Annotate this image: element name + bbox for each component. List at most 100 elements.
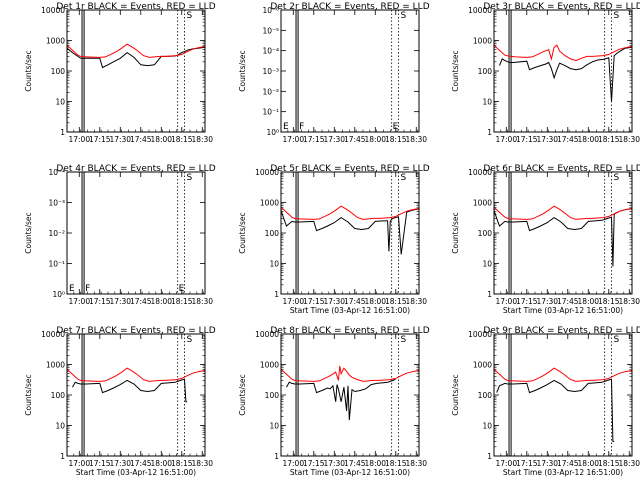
series-events-line [494,207,632,267]
x-tick-label: 17:00 [495,135,517,144]
start-marker-label: E [283,122,289,132]
x-tick-label: 17:45 [130,135,152,144]
y-tick-label: 10 [482,98,492,107]
x-tick-label: 17:30 [536,459,558,468]
panel-4: Det 4r BLACK = Events, RED = LLD Counts/s… [24,164,216,306]
series-lld-line [281,205,419,220]
series-events-line [496,378,615,442]
x-tick-label: 17:15 [89,459,111,468]
x-tick-label: 18:00 [150,135,172,144]
plot-frame [493,333,633,457]
x-tick-label: 17:45 [344,459,366,468]
saa-marker-label: S [401,335,407,345]
start-marker-label: E [69,284,75,294]
y-tick-label: 10⁻² [48,229,65,238]
x-tick-label: 17:30 [109,459,131,468]
x-axis-label: Start Time (03-Apr-12 16:51:00) [503,306,623,315]
x-tick-label: 17:00 [282,297,304,306]
x-tick-label: 18:30 [405,297,427,306]
y-tick-label: 10000 [468,330,492,339]
panel-7: Det 7r BLACK = Events, RED = LLD Counts/s… [24,326,216,477]
end-marker-label: E [393,122,399,132]
panel-title: Det 3r BLACK = Events, RED = LLD [483,2,640,12]
y-tick-label: 1 [487,128,492,137]
x-tick-label: 18:15 [598,297,620,306]
x-tick-label: 18:30 [191,459,213,468]
y-tick-label: 1000 [260,199,279,208]
x-tick-label: 17:00 [495,459,517,468]
y-axis-label: Counts/sec [451,50,460,91]
saa-marker-label: S [187,173,193,183]
y-tick-label: 1000 [46,361,65,370]
y-axis-label: Counts/sec [451,374,460,415]
x-axis-label: Start Time (03-Apr-12 16:51:00) [76,468,196,477]
x-tick-label: 18:30 [405,459,427,468]
x-tick-label: 18:15 [598,135,620,144]
panel-title: Det 2r BLACK = Events, RED = LLD [270,2,429,12]
y-tick-label: 10000 [255,168,279,177]
plot-frame [280,9,420,133]
y-tick-label: 1 [487,290,492,299]
x-tick-label: 17:45 [344,297,366,306]
x-tick-label: 18:00 [577,297,599,306]
panel-5: Det 5r BLACK = Events, RED = LLD Counts/s… [238,164,430,315]
y-axis-label: Counts/sec [24,374,33,415]
x-tick-label: 18:15 [171,459,193,468]
x-tick-label: 18:15 [171,135,193,144]
y-tick-label: 10⁰ [266,128,279,137]
series-lld-line [67,43,205,58]
panel-title: Det 6r BLACK = Events, RED = LLD [483,164,640,174]
y-tick-label: 10000 [468,168,492,177]
plot-frame [66,9,206,133]
x-tick-label: 18:30 [191,135,213,144]
x-tick-label: 18:30 [405,135,427,144]
y-tick-label: 10 [55,422,65,431]
panel-title: Det 1r BLACK = Events, RED = LLD [56,2,215,12]
x-axis-label: Start Time (03-Apr-12 16:51:00) [503,468,623,477]
saa-marker-label: S [401,11,407,21]
y-tick-label: 1000 [260,361,279,370]
x-tick-label: 17:00 [68,459,90,468]
x-tick-label: 17:15 [516,297,538,306]
flare-marker-label: F [299,122,304,132]
panel-3: Det 3r BLACK = Events, RED = LLD Counts/s… [451,2,640,144]
saa-marker-label: S [614,173,620,183]
y-tick-label: 100 [265,229,280,238]
series-lld-line [281,365,419,382]
x-axis-label: Start Time (03-Apr-12 16:51:00) [290,468,410,477]
y-tick-label: 1 [274,290,279,299]
saa-marker-label: S [401,173,407,183]
plot-frame [66,333,206,457]
x-tick-label: 18:15 [385,459,407,468]
y-tick-label: 1000 [473,37,492,46]
y-tick-label: 1000 [473,361,492,370]
plot-frame [493,9,633,133]
plot-frame [280,333,420,457]
panel-title: Det 7r BLACK = Events, RED = LLD [56,326,215,336]
y-tick-label: 1 [274,452,279,461]
x-tick-label: 17:15 [303,297,325,306]
y-axis-label: Counts/sec [24,50,33,91]
x-tick-label: 17:00 [68,135,90,144]
x-tick-label: 17:30 [536,297,558,306]
y-tick-label: 10 [55,98,65,107]
x-tick-label: 18:15 [171,297,193,306]
y-tick-label: 10 [482,422,492,431]
x-tick-label: 18:00 [150,459,172,468]
x-tick-label: 18:30 [618,297,640,306]
x-tick-label: 17:15 [89,135,111,144]
x-tick-label: 17:00 [282,135,304,144]
series-events-line [499,46,632,102]
series-lld-line [494,367,632,382]
series-lld-line [494,205,632,220]
y-tick-label: 100 [265,391,280,400]
x-tick-label: 18:00 [577,459,599,468]
x-tick-label: 18:15 [385,297,407,306]
y-axis-label: Counts/sec [238,374,247,415]
x-tick-label: 18:15 [598,459,620,468]
x-tick-label: 17:00 [282,459,304,468]
saa-marker-label: S [187,11,193,21]
y-tick-label: 10000 [255,330,279,339]
x-tick-label: 17:45 [557,135,579,144]
